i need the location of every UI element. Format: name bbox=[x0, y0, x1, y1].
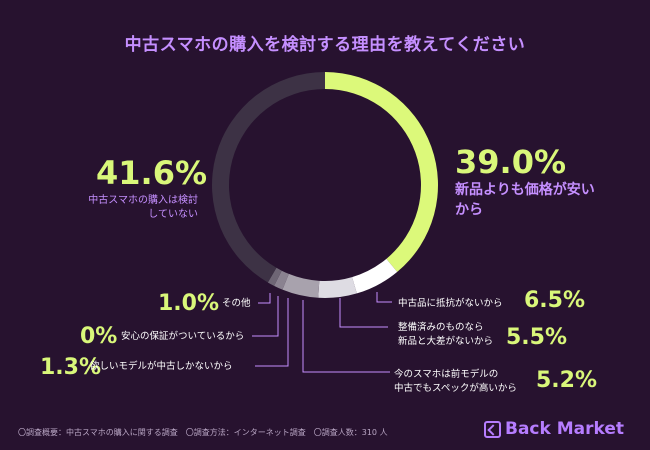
label-onlyused: 欲しいモデルが中古しかないから bbox=[90, 361, 233, 372]
pct-onlyused: 1.3% bbox=[40, 355, 102, 380]
donut-slice-2 bbox=[318, 277, 357, 299]
back-market-icon bbox=[484, 420, 501, 438]
leader-other bbox=[258, 293, 271, 304]
pct-other: 1.0% bbox=[158, 291, 220, 316]
pct-noresist: 6.5% bbox=[524, 288, 586, 313]
pct-refurb: 5.5% bbox=[506, 325, 568, 350]
label-spec-2: 中古でもスペックが高いから bbox=[394, 383, 517, 394]
donut-slice-1 bbox=[352, 258, 398, 294]
donut-slice-3 bbox=[282, 273, 320, 298]
pct-spec: 5.2% bbox=[536, 368, 598, 393]
leader-noresist bbox=[376, 292, 392, 303]
donut-slice-0 bbox=[325, 72, 438, 272]
brand-name: Back Market bbox=[505, 419, 625, 439]
leader-refurb bbox=[339, 298, 388, 328]
label-refurb-1: 整備済みのものなら bbox=[398, 322, 484, 333]
survey-footer: 〇調査概要：中古スマホの購入に関する調査 〇調査方法：インターネット調査 〇調査… bbox=[18, 428, 388, 437]
leader-spec bbox=[302, 300, 390, 373]
brand-logo: Back Market bbox=[484, 418, 624, 440]
leader-onlyused bbox=[255, 298, 289, 367]
label-other: その他 bbox=[222, 298, 251, 309]
pct-not-considering: 41.6% bbox=[96, 154, 208, 192]
label-cheaper: 新品よりも価格が安いから bbox=[455, 182, 595, 218]
label-spec-1: 今のスマホは前モデルの bbox=[394, 369, 499, 380]
donut-slice-6 bbox=[267, 267, 282, 286]
donut-slice-7 bbox=[211, 72, 325, 283]
label-warranty: 安心の保証がついているから bbox=[121, 331, 245, 342]
donut-slice-4 bbox=[274, 270, 289, 290]
leader-warranty bbox=[252, 296, 279, 337]
label-refurb-2: 新品と大差がないから bbox=[398, 336, 494, 347]
label-not-considering: 中古スマホの購入は検討していない bbox=[88, 195, 198, 220]
label-noresist: 中古品に抵抗がないから bbox=[398, 298, 503, 309]
pct-cheaper: 39.0% bbox=[455, 143, 567, 181]
chart-title: 中古スマホの購入を検討する理由を教えてください bbox=[124, 35, 526, 55]
pct-warranty: 0% bbox=[80, 324, 118, 349]
